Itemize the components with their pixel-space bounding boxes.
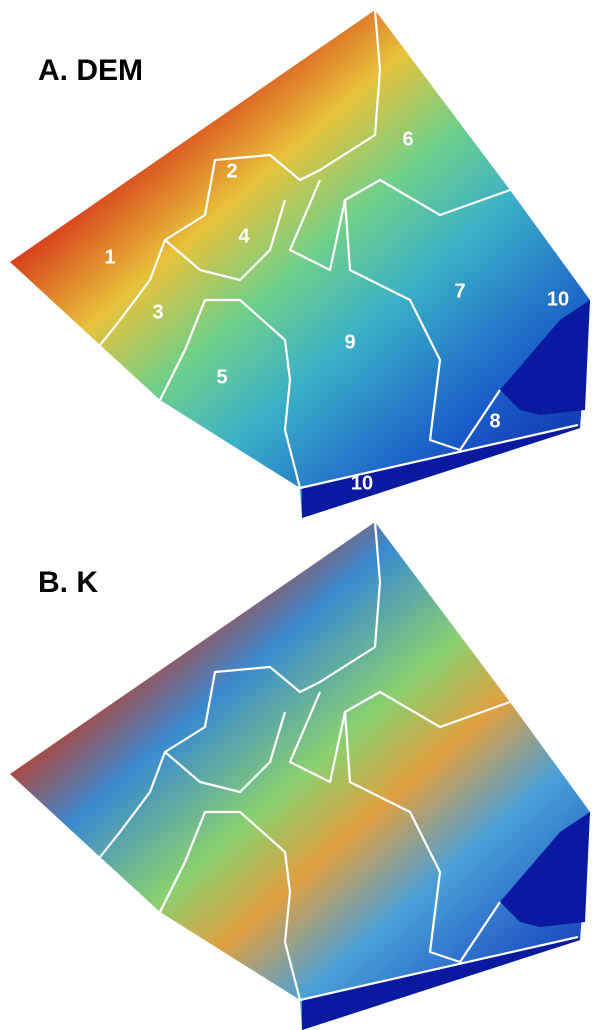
region-label: 4: [238, 225, 250, 247]
panel-k: B. K: [10, 522, 590, 1030]
region-label: 2: [226, 160, 237, 182]
region-label: 6: [402, 128, 413, 150]
region-label: 8: [489, 410, 500, 432]
panel-title: B. K: [38, 566, 98, 599]
region-label: 10: [351, 472, 373, 494]
page: {"panels": [ {"title": "A. DEM", "region…: [0, 0, 592, 1030]
region-label: 3: [152, 301, 163, 323]
region-label: 10: [547, 288, 569, 310]
region-label: 7: [454, 280, 465, 302]
region-label: 1: [104, 246, 115, 268]
map-figure: A. DEM 1 2 3 4 5 6 7 8 9 10 10 B. K: [0, 0, 592, 1030]
panel-title: A. DEM: [38, 54, 143, 87]
region-label: 5: [216, 366, 227, 388]
panel-dem: A. DEM 1 2 3 4 5 6 7 8 9 10 10: [10, 10, 590, 518]
region-label: 9: [344, 331, 355, 353]
